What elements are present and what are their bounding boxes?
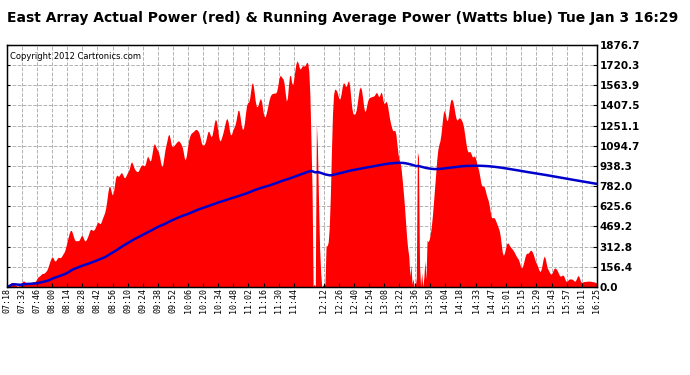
Text: Copyright 2012 Cartronics.com: Copyright 2012 Cartronics.com bbox=[10, 52, 141, 61]
Text: East Array Actual Power (red) & Running Average Power (Watts blue) Tue Jan 3 16:: East Array Actual Power (red) & Running … bbox=[7, 11, 678, 25]
